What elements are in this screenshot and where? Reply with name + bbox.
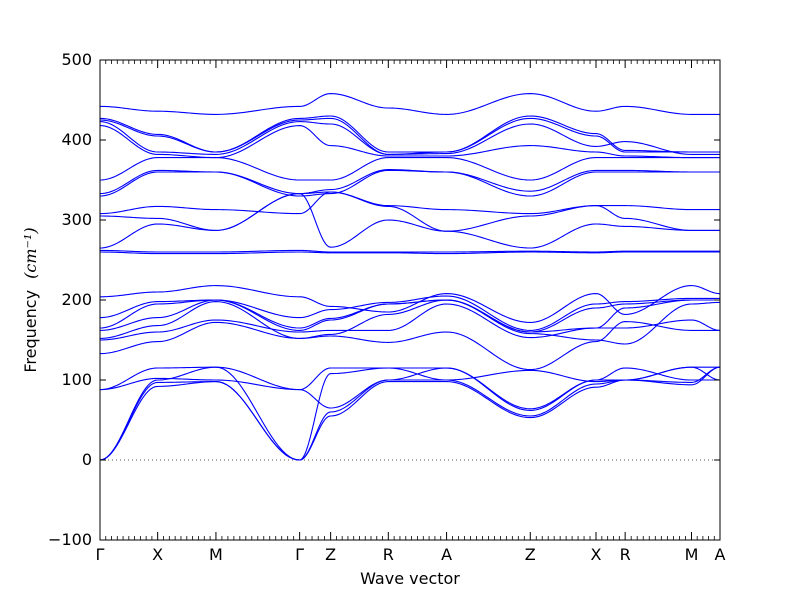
series-lines bbox=[100, 93, 720, 461]
y-tick-label: 0 bbox=[82, 450, 92, 469]
y-axis-title: Frequency (cm⁻¹) bbox=[21, 227, 40, 372]
band-line-12 bbox=[100, 285, 720, 323]
x-tick-label: Γ bbox=[295, 545, 304, 564]
band-line-19 bbox=[100, 169, 720, 195]
y-tick-label: 500 bbox=[61, 50, 92, 69]
x-tick-label: A bbox=[715, 545, 726, 564]
y-tick-label: 400 bbox=[61, 130, 92, 149]
band-line-16 bbox=[100, 191, 720, 232]
band-line-22 bbox=[100, 121, 720, 155]
band-line-25 bbox=[100, 93, 720, 115]
x-axis-title: Wave vector bbox=[360, 569, 460, 588]
x-tick-label: M bbox=[685, 545, 699, 564]
band-line-24 bbox=[100, 115, 720, 153]
x-tick-label: R bbox=[620, 545, 631, 564]
x-tick-label: Z bbox=[525, 545, 536, 564]
minor-ticks bbox=[105, 60, 715, 540]
band-line-7 bbox=[100, 303, 720, 341]
band-line-3 bbox=[100, 366, 720, 461]
y-tick-label: −100 bbox=[48, 530, 92, 549]
plot-frame bbox=[99, 59, 721, 541]
band-line-17 bbox=[100, 191, 720, 215]
x-tick-label: R bbox=[383, 545, 394, 564]
x-tick-label: Γ bbox=[96, 545, 105, 564]
x-tick-label: Z bbox=[325, 545, 336, 564]
x-tick-label: A bbox=[441, 545, 452, 564]
y-tick-label: 200 bbox=[61, 290, 92, 309]
y-axis-title-text: Frequency bbox=[21, 290, 40, 373]
band-line-5 bbox=[100, 366, 720, 391]
x-tick-label: X bbox=[152, 545, 163, 564]
band-line-21 bbox=[100, 125, 720, 159]
y-axis-ticks: −100 0 100 200 300 400 500 bbox=[48, 50, 720, 549]
band-line-13 bbox=[100, 251, 720, 255]
band-line-6 bbox=[100, 321, 720, 371]
band-line-14 bbox=[100, 249, 720, 253]
y-axis-title-unit: (cm⁻¹) bbox=[21, 227, 40, 278]
x-tick-label: X bbox=[591, 545, 602, 564]
band-line-8 bbox=[100, 299, 720, 345]
y-tick-label: 300 bbox=[61, 210, 92, 229]
band-line-2 bbox=[100, 366, 720, 461]
y-tick-label: 100 bbox=[61, 370, 92, 389]
x-tick-label: M bbox=[209, 545, 223, 564]
band-line-11 bbox=[100, 295, 720, 331]
